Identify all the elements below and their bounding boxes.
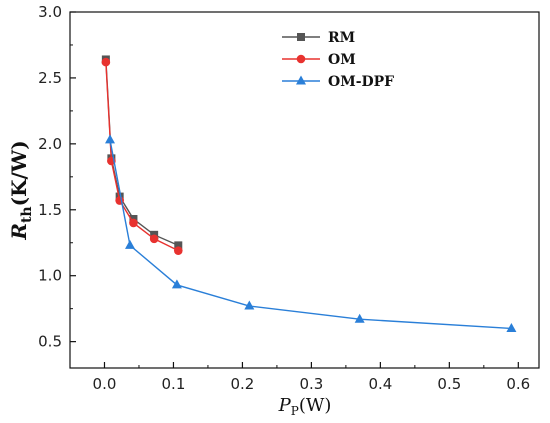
x-tick-label: 0.6	[506, 375, 530, 393]
legend-marker-om-dpf	[296, 75, 306, 85]
data-point-om-dpf	[244, 300, 255, 310]
series-line-om-dpf	[109, 139, 512, 330]
x-axis-title-main: P	[278, 395, 292, 416]
data-point-om	[173, 246, 183, 255]
legend-marker-om	[296, 54, 306, 64]
series-line-rm	[105, 59, 179, 247]
x-axis-title-unit: (W)	[299, 395, 332, 416]
x-tick-label: 0.2	[230, 375, 254, 393]
y-tick-label: 1.5	[38, 201, 62, 219]
legend-item-rm: RM	[282, 30, 355, 46]
y-tick-label: 1.0	[38, 267, 62, 285]
data-point-om-dpf	[105, 134, 116, 144]
y-axis-title-unit: (K/W)	[7, 140, 31, 206]
y-axis-title: Rth(K/W)	[7, 140, 35, 240]
data-point-om	[149, 234, 159, 244]
legend-label-om: OM	[328, 52, 356, 68]
legend-item-om: OM	[282, 52, 356, 68]
legend: RM OM OM-DPF	[282, 30, 394, 90]
y-axis-title-subscript: th	[19, 206, 35, 223]
legend-item-om-dpf: OM-DPF	[282, 74, 394, 90]
y-tick-label: 0.5	[38, 333, 62, 351]
y-axis-title-main: R	[7, 223, 31, 241]
series-om-dpf	[105, 134, 517, 332]
legend-marker-rm	[297, 33, 305, 41]
series-rm	[101, 55, 183, 250]
plot-area-frame	[69, 11, 540, 369]
x-tick-label: 0.0	[93, 375, 117, 393]
y-tick-label: 3.0	[38, 3, 62, 21]
x-tick-label: 0.1	[162, 375, 186, 393]
x-tick-label: 0.5	[437, 375, 461, 393]
x-axis-title: PP(W)	[278, 395, 332, 418]
data-point-om-dpf	[506, 322, 517, 332]
data-point-om	[101, 57, 111, 67]
y-tick-label: 2.0	[38, 135, 62, 153]
x-tick-label: 0.4	[368, 375, 392, 393]
data-point-om-dpf	[125, 239, 136, 249]
legend-label-rm: RM	[328, 30, 355, 46]
series-layer	[101, 55, 517, 332]
y-axis-ticks: 0.5 1.0 1.5 2.0 2.5 3.0	[38, 3, 76, 351]
x-axis-title-subscript: P	[291, 404, 299, 418]
legend-label-om-dpf: OM-DPF	[328, 74, 394, 90]
series-line-om	[105, 62, 179, 252]
y-tick-label: 2.5	[38, 69, 62, 87]
data-point-om-dpf	[171, 279, 182, 289]
data-point-om-dpf	[354, 313, 365, 323]
data-point-om	[129, 218, 138, 228]
x-axis-ticks: 0.0 0.1 0.2 0.3 0.4 0.5 0.6	[69, 362, 530, 393]
data-point-rm	[174, 241, 183, 250]
x-tick-label: 0.3	[299, 375, 323, 393]
